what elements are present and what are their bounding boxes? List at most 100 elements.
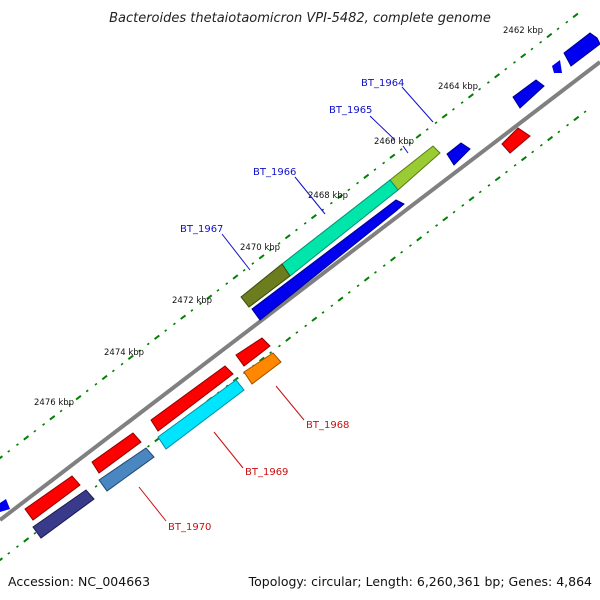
tick-mark — [442, 216, 449, 222]
tick-mark — [539, 40, 543, 44]
leader-line — [294, 176, 326, 215]
gene-arrow[interactable] — [235, 337, 271, 367]
tick-mark — [329, 201, 333, 205]
tick-mark — [468, 196, 475, 202]
leader-line — [275, 385, 305, 421]
forward-strand-genes — [0, 32, 600, 512]
gene-arrow[interactable] — [446, 142, 471, 166]
tick-mark — [310, 214, 317, 220]
gene-arrow[interactable] — [251, 199, 405, 321]
tick-mark — [347, 188, 351, 192]
tick-mark — [94, 485, 98, 488]
tick-mark — [557, 130, 561, 134]
tick-mark — [277, 242, 281, 245]
gene-arrow[interactable] — [563, 32, 600, 67]
tick-mark — [278, 344, 281, 348]
tick-mark — [311, 316, 318, 322]
tick-mark — [389, 256, 396, 262]
tick-mark — [382, 161, 386, 165]
tick-mark — [164, 329, 168, 332]
tick-mark — [251, 262, 255, 265]
scale-label: 2464 kbp — [438, 82, 478, 92]
scale-label: 2472 kbp — [172, 296, 212, 306]
tick-mark — [494, 176, 501, 182]
gene-arrow[interactable] — [512, 79, 545, 109]
tick-mark — [225, 282, 229, 286]
leader-line — [402, 145, 409, 154]
tick-mark — [425, 128, 429, 131]
tick-mark — [565, 20, 569, 24]
scale-label: 2474 kbp — [104, 348, 144, 358]
tick-mark — [389, 153, 396, 159]
gene-bt1969[interactable] — [157, 379, 245, 450]
tick-mark — [180, 314, 187, 320]
tick-mark — [452, 210, 456, 214]
scale-label: 2468 kbp — [308, 191, 348, 201]
gene-arrow[interactable] — [552, 60, 562, 73]
tick-mark — [146, 342, 150, 346]
tick-mark — [242, 268, 246, 272]
tick-mark — [452, 107, 455, 111]
tick-mark — [583, 110, 587, 114]
gene-label-bt1966: BT_1966 — [253, 167, 296, 178]
tick-mark — [59, 409, 63, 413]
tick-mark — [408, 141, 412, 145]
gene-arrow[interactable] — [501, 127, 531, 154]
tick-mark — [547, 135, 554, 142]
tick-mark — [75, 395, 82, 401]
tick-mark — [127, 354, 134, 361]
tick-mark — [363, 173, 370, 179]
scale-label: 2476 kbp — [34, 398, 74, 408]
gene-label-bt1969: BT_1969 — [245, 467, 288, 478]
tick-mark — [321, 311, 325, 314]
tick-mark — [295, 228, 298, 232]
gene-bt1968[interactable] — [243, 352, 282, 385]
tick-mark — [0, 455, 3, 460]
tick-mark — [426, 230, 430, 234]
tick-mark — [42, 423, 46, 426]
tick-mark — [303, 221, 307, 225]
leader-line — [213, 431, 244, 469]
scale-label: 2466 kbp — [374, 137, 414, 147]
tick-mark — [269, 351, 273, 354]
tick-mark — [415, 133, 422, 139]
accession-text: Accession: NC_004663 — [8, 574, 150, 589]
tick-mark — [513, 163, 517, 167]
topology-text: Topology: circular; Length: 6,260,361 bp… — [248, 574, 592, 589]
tick-mark — [460, 101, 464, 104]
leader-line — [369, 115, 396, 141]
tick-mark — [531, 150, 535, 154]
tick-mark — [190, 309, 194, 312]
gene-arrow[interactable] — [91, 432, 142, 474]
tick-mark — [199, 302, 202, 306]
tick-mark — [120, 362, 124, 366]
tick-mark — [337, 296, 344, 302]
gene-arrow[interactable] — [0, 499, 10, 512]
scale-label: 2470 kbp — [240, 243, 280, 253]
gene-arrow[interactable] — [24, 475, 81, 521]
tick-mark — [441, 113, 448, 119]
gene-bt1970-b[interactable] — [32, 489, 95, 539]
gene-arrow[interactable] — [150, 365, 234, 432]
tick-mark — [111, 369, 115, 373]
leader-line — [138, 486, 167, 522]
gene-label-bt1965: BT_1965 — [329, 105, 372, 116]
tick-mark — [478, 87, 482, 91]
tick-mark — [153, 334, 160, 340]
tick-mark — [101, 374, 108, 381]
tick-mark — [513, 61, 516, 64]
map-title: Bacteroides thetaiotaomicron VPI-5482, c… — [109, 11, 491, 26]
tick-mark — [337, 193, 344, 200]
gene-bt1964[interactable] — [389, 145, 441, 191]
tick-mark — [23, 537, 30, 543]
tick-mark — [546, 32, 553, 39]
tick-mark — [572, 12, 579, 19]
tick-mark — [530, 47, 534, 51]
tick-mark — [478, 190, 482, 194]
tick-mark — [258, 356, 265, 362]
gene-bt1967[interactable] — [240, 263, 291, 308]
tick-mark — [461, 204, 465, 207]
tick-mark — [23, 435, 30, 441]
gene-bt1970-a[interactable] — [98, 447, 155, 492]
tick-mark — [520, 156, 527, 162]
